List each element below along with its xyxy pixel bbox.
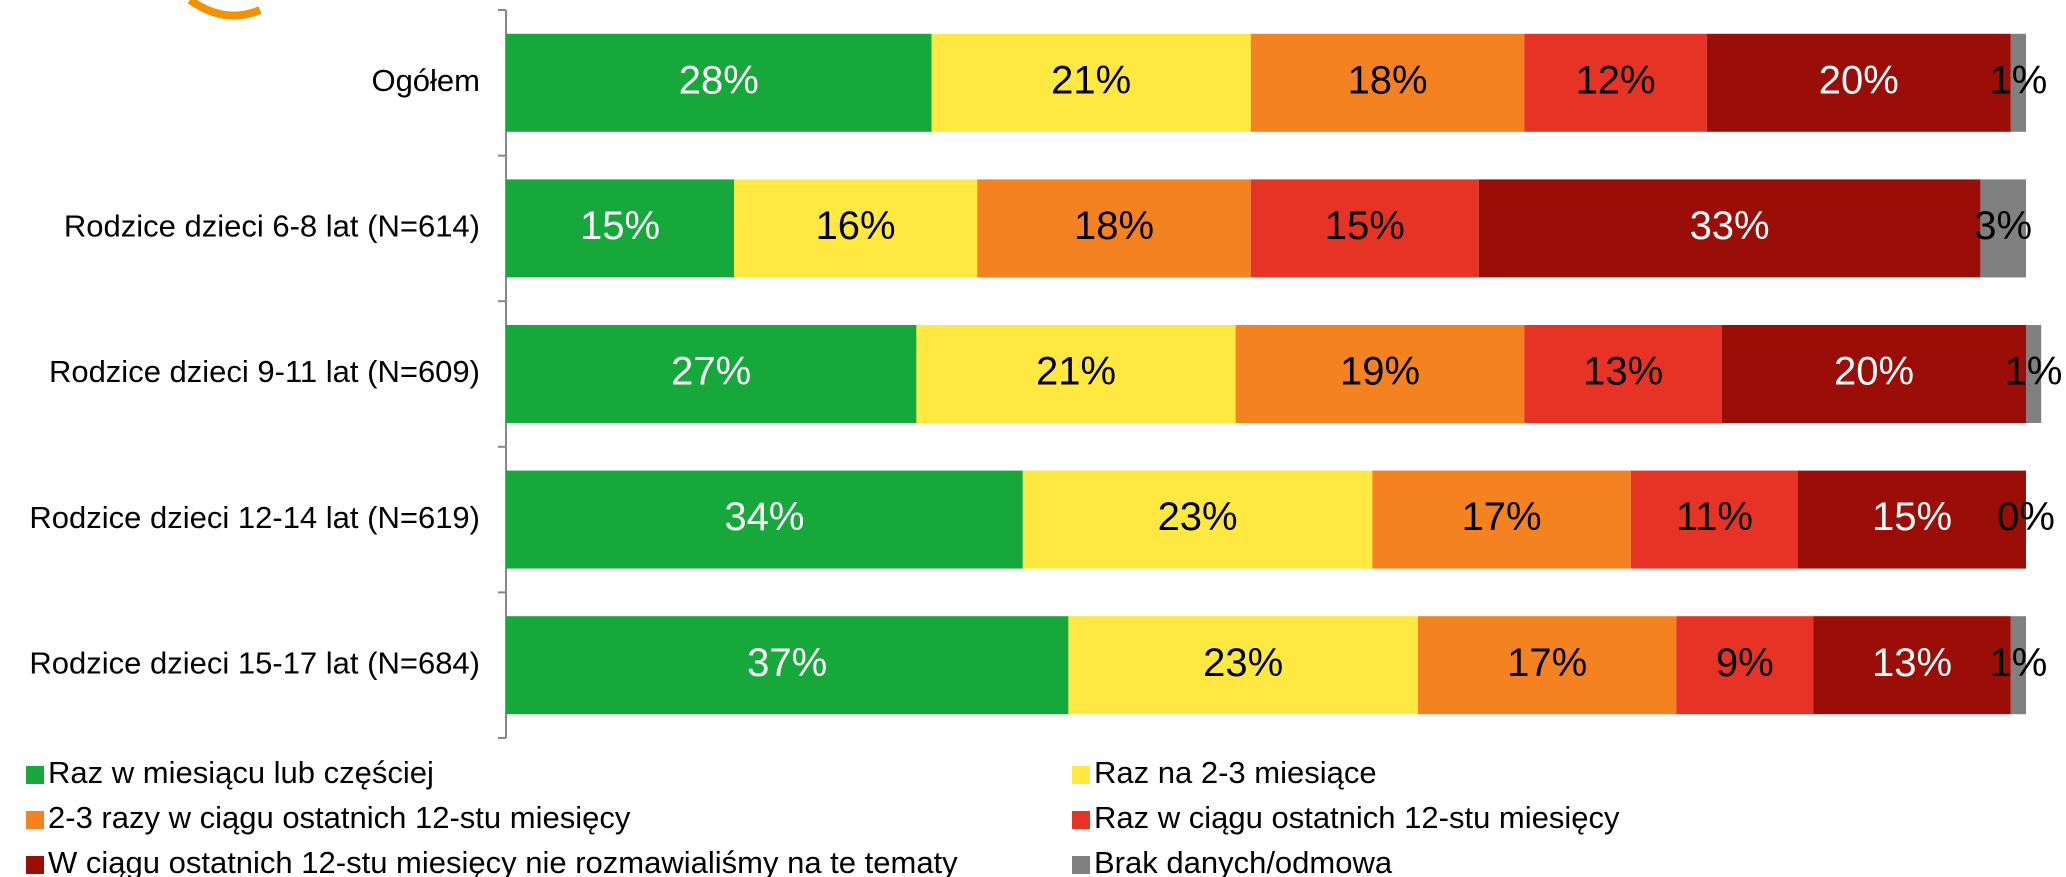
data-label: 17%	[1507, 641, 1587, 685]
category-label: Rodzice dzieci 15-17 lat (N=684)	[29, 645, 480, 680]
bar-segment	[916, 325, 1236, 423]
data-label: 28%	[679, 58, 759, 102]
data-label: 34%	[724, 495, 804, 539]
bar-segment	[1418, 616, 1677, 715]
data-label: 33%	[1690, 204, 1770, 248]
legend-label: Raz w ciągu ostatnich 12-stu miesięcy	[1094, 800, 1620, 835]
data-label: 1%	[1989, 58, 2047, 102]
bar-segment	[1022, 470, 1373, 569]
data-label: 20%	[1834, 350, 1914, 394]
bar-segment	[1630, 470, 1798, 569]
bar-segment	[1813, 616, 2011, 715]
bar-segment	[1676, 616, 1814, 715]
legend-swatch	[26, 856, 44, 874]
data-label: 21%	[1036, 350, 1116, 394]
bar-segment	[2010, 33, 2026, 132]
bar-segment	[1068, 616, 1418, 715]
data-label: 9%	[1716, 641, 1774, 685]
category-label: Rodzice dzieci 9-11 lat (N=609)	[49, 354, 480, 389]
bar-segment	[1706, 33, 2011, 132]
legend-swatch	[26, 766, 44, 784]
bar-segment	[977, 179, 1251, 278]
bar-segment	[1372, 470, 1631, 569]
bar-segment	[1722, 325, 2026, 423]
bar-segment	[1235, 325, 1525, 423]
legend-label: Brak danych/odmowa	[1094, 845, 1393, 877]
bar-segment	[506, 470, 1023, 569]
data-label: 16%	[816, 204, 896, 248]
bar-segment	[1524, 33, 1707, 132]
data-label: 27%	[671, 350, 751, 394]
data-label: 21%	[1051, 58, 1131, 102]
data-label: 19%	[1340, 350, 1420, 394]
bar-segment	[734, 179, 978, 278]
data-label: 11%	[1676, 495, 1753, 539]
bar-segment	[2010, 616, 2026, 715]
data-label: 18%	[1074, 204, 1154, 248]
data-label: 0%	[1997, 495, 2055, 539]
data-label: 15%	[580, 204, 660, 248]
category-label: Rodzice dzieci 6-8 lat (N=614)	[64, 209, 480, 244]
bar-segment	[506, 179, 734, 278]
data-label: 23%	[1158, 495, 1238, 539]
data-label: 1%	[2005, 350, 2063, 394]
bar-segment	[931, 33, 1251, 132]
legend-label: Raz na 2-3 miesiące	[1094, 755, 1377, 790]
data-label: 17%	[1462, 495, 1542, 539]
bar-segment	[506, 616, 1069, 715]
bar-segment	[1980, 179, 2026, 278]
data-label: 13%	[1872, 641, 1952, 685]
bar-segment	[506, 325, 917, 423]
legend-swatch	[26, 811, 44, 829]
logo-arc	[187, 0, 262, 20]
legend-swatch	[1072, 811, 1090, 829]
legend-label: 2-3 razy w ciągu ostatnich 12-stu miesię…	[48, 800, 631, 835]
data-label: 13%	[1583, 350, 1663, 394]
legend-swatch	[1072, 856, 1090, 874]
bar-segment	[1250, 179, 1479, 278]
data-label: 37%	[747, 641, 827, 685]
data-label: 23%	[1203, 641, 1283, 685]
legend-swatch	[1072, 766, 1090, 784]
bar-segment	[1524, 325, 1722, 423]
data-label: 18%	[1348, 58, 1428, 102]
bar-segment	[1798, 470, 2026, 569]
category-label: Ogółem	[371, 63, 480, 98]
bar-segment	[1478, 179, 1981, 278]
bar-segment	[1250, 33, 1525, 132]
bar-segment	[506, 33, 932, 132]
data-label: 20%	[1819, 58, 1899, 102]
legend-label: Raz w miesiącu lub częściej	[48, 755, 434, 790]
data-label: 3%	[1974, 204, 2032, 248]
data-label: 12%	[1576, 58, 1656, 102]
data-label: 15%	[1325, 204, 1405, 248]
bar-segment	[2026, 325, 2042, 423]
data-label: 1%	[1989, 641, 2047, 685]
category-label: Rodzice dzieci 12-14 lat (N=619)	[29, 500, 480, 535]
data-label: 15%	[1872, 495, 1952, 539]
legend-label: W ciągu ostatnich 12-stu miesięcy nie ro…	[48, 845, 958, 877]
